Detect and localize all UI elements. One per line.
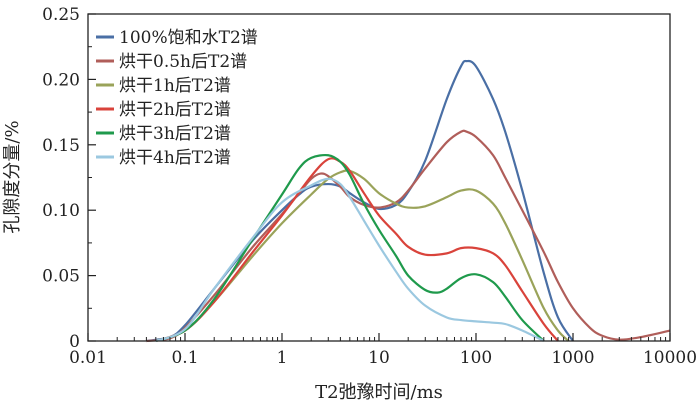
x-tick-label: 1000 bbox=[551, 348, 594, 368]
legend-label-6: 烘干4h后T2谱 bbox=[119, 148, 231, 168]
series-line-6 bbox=[155, 177, 545, 343]
x-axis: 0.01 0.1 1 10 100 1000 10000 bbox=[69, 333, 697, 368]
x-axis-title: T2弛豫时间/ms bbox=[315, 382, 443, 403]
y-tick-label: 0.25 bbox=[42, 5, 80, 25]
y-tick-label: 0.20 bbox=[42, 70, 80, 90]
legend-label-5: 烘干3h后T2谱 bbox=[119, 124, 231, 144]
y-tick-label: 0.15 bbox=[42, 136, 80, 156]
legend-label-1: 100%饱和水T2谱 bbox=[119, 28, 258, 48]
legend-label-3: 烘干1h后T2谱 bbox=[119, 76, 231, 96]
series-line-1 bbox=[146, 59, 574, 343]
x-tick-label: 0.1 bbox=[171, 348, 198, 368]
x-tick-label: 10000 bbox=[643, 348, 697, 368]
y-tick-label: 0.10 bbox=[42, 201, 80, 221]
series-line-5 bbox=[155, 153, 545, 343]
series-line-3 bbox=[155, 169, 570, 343]
legend: 100%饱和水T2谱烘干0.5h后T2谱烘干1h后T2谱烘干2h后T2谱烘干3h… bbox=[96, 28, 258, 168]
x-tick-label: 1 bbox=[277, 348, 288, 368]
y-axis: 0 0.05 0.10 0.15 0.20 0.25 bbox=[42, 5, 96, 352]
series-line-4 bbox=[155, 157, 559, 343]
x-tick-label: 0.01 bbox=[69, 348, 107, 368]
x-tick-label: 10 bbox=[368, 348, 390, 368]
x-tick-label: 100 bbox=[460, 348, 492, 368]
y-axis-title: 孔隙度分量/% bbox=[2, 120, 23, 233]
plot-area bbox=[146, 59, 671, 343]
legend-label-4: 烘干2h后T2谱 bbox=[119, 100, 231, 120]
y-tick-label: 0 bbox=[69, 332, 80, 352]
legend-label-2: 烘干0.5h后T2谱 bbox=[119, 52, 247, 72]
y-tick-label: 0.05 bbox=[42, 267, 80, 287]
